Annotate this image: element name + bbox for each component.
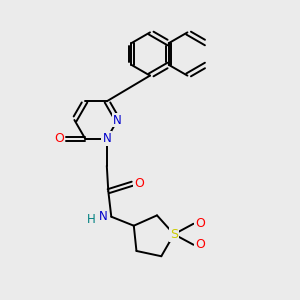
Text: N: N — [102, 132, 111, 145]
Text: H: H — [86, 213, 95, 226]
Text: N: N — [113, 113, 122, 127]
Text: O: O — [54, 132, 64, 145]
Text: S: S — [170, 228, 178, 241]
Text: O: O — [134, 177, 144, 190]
Text: N: N — [98, 210, 107, 223]
Text: O: O — [195, 238, 205, 251]
Text: O: O — [195, 217, 205, 230]
